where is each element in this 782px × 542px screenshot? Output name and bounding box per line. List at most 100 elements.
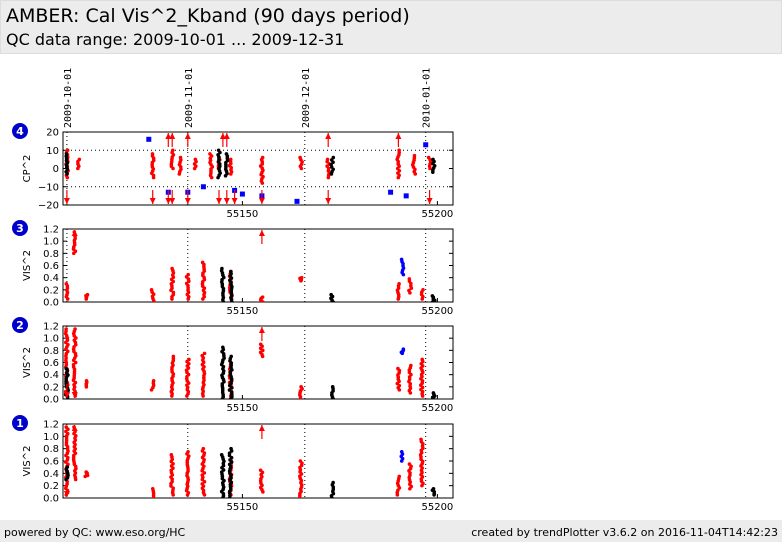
data-point-black	[430, 294, 435, 298]
data-point-red	[84, 378, 89, 383]
data-point-black	[229, 446, 233, 451]
data-point-red	[186, 449, 190, 454]
panel-number: 1	[16, 417, 24, 430]
offscale-up-arrowhead	[71, 230, 78, 236]
date-marker-label: 2009-10-01	[63, 68, 74, 128]
data-point-red	[193, 157, 198, 162]
data-point-red	[200, 353, 205, 358]
data-point-black	[64, 366, 69, 371]
data-point-red	[201, 446, 206, 451]
data-point-blue	[399, 449, 404, 454]
x-tick-label: 55150	[226, 306, 258, 317]
data-point-black	[330, 385, 335, 389]
x-tick-label: 55150	[226, 403, 258, 414]
data-point-red	[64, 281, 69, 286]
data-point-red	[397, 281, 401, 286]
data-point-red	[151, 378, 156, 383]
data-point-black	[329, 162, 333, 167]
data-layer	[64, 136, 437, 204]
y-tick-label: 0.8	[43, 346, 59, 357]
y-axis-label: VIS^2	[22, 250, 33, 281]
y-tick-label: 1.0	[43, 432, 59, 443]
data-point-red	[85, 292, 90, 297]
data-point-red	[64, 327, 68, 331]
offscale-down-arrowhead	[216, 198, 222, 204]
x-tick-label: 55150	[226, 502, 258, 513]
data-point-blue	[399, 257, 404, 262]
plot-frame	[62, 228, 454, 303]
y-tick-label: 0.2	[43, 285, 59, 296]
offscale-down-arrowhead	[184, 198, 191, 204]
offscale-down-arrowhead	[223, 198, 230, 204]
data-point-red	[66, 342, 70, 347]
data-point-red	[419, 437, 423, 442]
y-tick-label: 20	[46, 128, 59, 139]
data-point-red	[73, 327, 77, 331]
y-tick-label: 0.4	[43, 273, 59, 284]
data-point-red	[200, 260, 205, 265]
data-point-blue	[200, 184, 206, 190]
data-point-red	[426, 155, 431, 160]
offscale-up-arrowhead	[223, 133, 230, 139]
data-point-red	[200, 482, 205, 486]
panel-number: 3	[16, 222, 24, 235]
data-point-red	[187, 357, 191, 362]
data-point-red	[170, 266, 174, 271]
data-point-red	[407, 288, 411, 293]
panel-number-badge	[12, 220, 28, 236]
y-tick-label: 0.6	[43, 261, 59, 272]
footer-bar: powered by QC: www.eso.org/HC created by…	[0, 520, 782, 542]
y-tick-label: 1.2	[43, 225, 59, 236]
panel-2: 1.21.00.80.60.40.2 0.0 55150 55200 VIS^2 2	[12, 317, 454, 414]
y-tick-label: 0.0	[43, 494, 59, 505]
offscale-up-arrowhead	[165, 133, 172, 139]
data-point-red	[397, 474, 402, 479]
data-point-red	[260, 155, 265, 160]
data-point-red	[64, 425, 69, 429]
date-marker-label: 2009-12-01	[301, 68, 312, 128]
data-point-blue	[388, 189, 394, 195]
data-point-red	[396, 366, 400, 371]
panel-1: 1.21.00.8 0.60.40.2 0.0 55150 55200 VIS^2 1	[12, 415, 454, 513]
data-point-red	[150, 152, 155, 156]
data-point-red	[202, 351, 207, 356]
panel-number: 2	[16, 319, 24, 332]
data-point-black	[331, 480, 335, 485]
panel-number-badge	[12, 317, 28, 333]
plot-frame	[62, 131, 454, 206]
data-point-red	[325, 164, 329, 169]
data-point-black	[229, 390, 234, 395]
data-point-blue	[239, 191, 245, 197]
data-point-red	[407, 277, 412, 281]
offscale-up-arrowhead	[184, 133, 191, 139]
data-point-blue	[146, 136, 152, 142]
offscale-down-arrowhead	[169, 198, 176, 204]
data-point-red	[258, 342, 263, 347]
footer-created-by: created by trendPlotter v3.6.2 on 2016-1…	[471, 526, 778, 539]
y-tick-label: 0.6	[43, 457, 59, 468]
data-point-red	[208, 152, 212, 156]
y-tick-label: 0.4	[43, 370, 59, 381]
offscale-up-arrowhead	[219, 133, 226, 139]
data-point-black	[219, 453, 224, 457]
data-point-red	[186, 272, 190, 277]
data-point-red	[299, 385, 303, 389]
data-point-red	[407, 462, 412, 466]
data-point-blue	[294, 198, 300, 204]
footer-powered-by: powered by QC: www.eso.org/HC	[4, 526, 186, 539]
data-point-black	[329, 292, 333, 297]
offscale-down-arrowhead	[258, 198, 265, 204]
data-point-red	[412, 153, 417, 158]
data-point-red	[228, 157, 233, 162]
y-tick-label: 0.8	[43, 444, 59, 455]
offscale-up-arrowhead	[169, 133, 176, 139]
data-point-red	[171, 148, 175, 153]
x-tick-label: 55200	[421, 209, 453, 220]
data-point-red	[171, 486, 175, 491]
data-point-red	[421, 288, 425, 292]
header-bar: AMBER: Cal Vis^2_Kband (90 days period) …	[0, 0, 782, 54]
data-point-red	[178, 155, 183, 160]
panel-3: 1.21.00.80.60.40.2 0.0 55150 55200 VIS^2 3	[12, 220, 454, 317]
offscale-down-arrowhead	[63, 392, 70, 398]
data-layer	[63, 425, 437, 498]
